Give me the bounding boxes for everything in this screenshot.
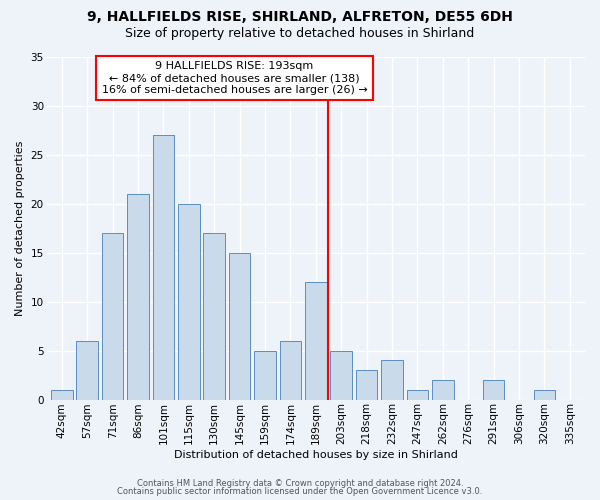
Bar [178, 204, 200, 400]
Bar [280, 340, 301, 400]
Bar [229, 252, 250, 400]
Bar [331, 350, 352, 400]
Bar [254, 350, 276, 400]
Text: 9, HALLFIELDS RISE, SHIRLAND, ALFRETON, DE55 6DH: 9, HALLFIELDS RISE, SHIRLAND, ALFRETON, … [87, 10, 513, 24]
Bar [407, 390, 428, 400]
Text: Size of property relative to detached houses in Shirland: Size of property relative to detached ho… [125, 28, 475, 40]
Bar [76, 340, 98, 400]
Bar [483, 380, 505, 400]
Text: Contains public sector information licensed under the Open Government Licence v3: Contains public sector information licen… [118, 487, 482, 496]
Bar [432, 380, 454, 400]
Bar [356, 370, 377, 400]
Text: Contains HM Land Registry data © Crown copyright and database right 2024.: Contains HM Land Registry data © Crown c… [137, 478, 463, 488]
Text: 9 HALLFIELDS RISE: 193sqm
← 84% of detached houses are smaller (138)
16% of semi: 9 HALLFIELDS RISE: 193sqm ← 84% of detac… [101, 62, 367, 94]
Bar [152, 135, 174, 400]
Bar [203, 233, 225, 400]
Bar [533, 390, 555, 400]
Bar [381, 360, 403, 400]
Y-axis label: Number of detached properties: Number of detached properties [15, 140, 25, 316]
Bar [51, 390, 73, 400]
Bar [102, 233, 124, 400]
Bar [127, 194, 149, 400]
X-axis label: Distribution of detached houses by size in Shirland: Distribution of detached houses by size … [174, 450, 458, 460]
Bar [305, 282, 326, 400]
